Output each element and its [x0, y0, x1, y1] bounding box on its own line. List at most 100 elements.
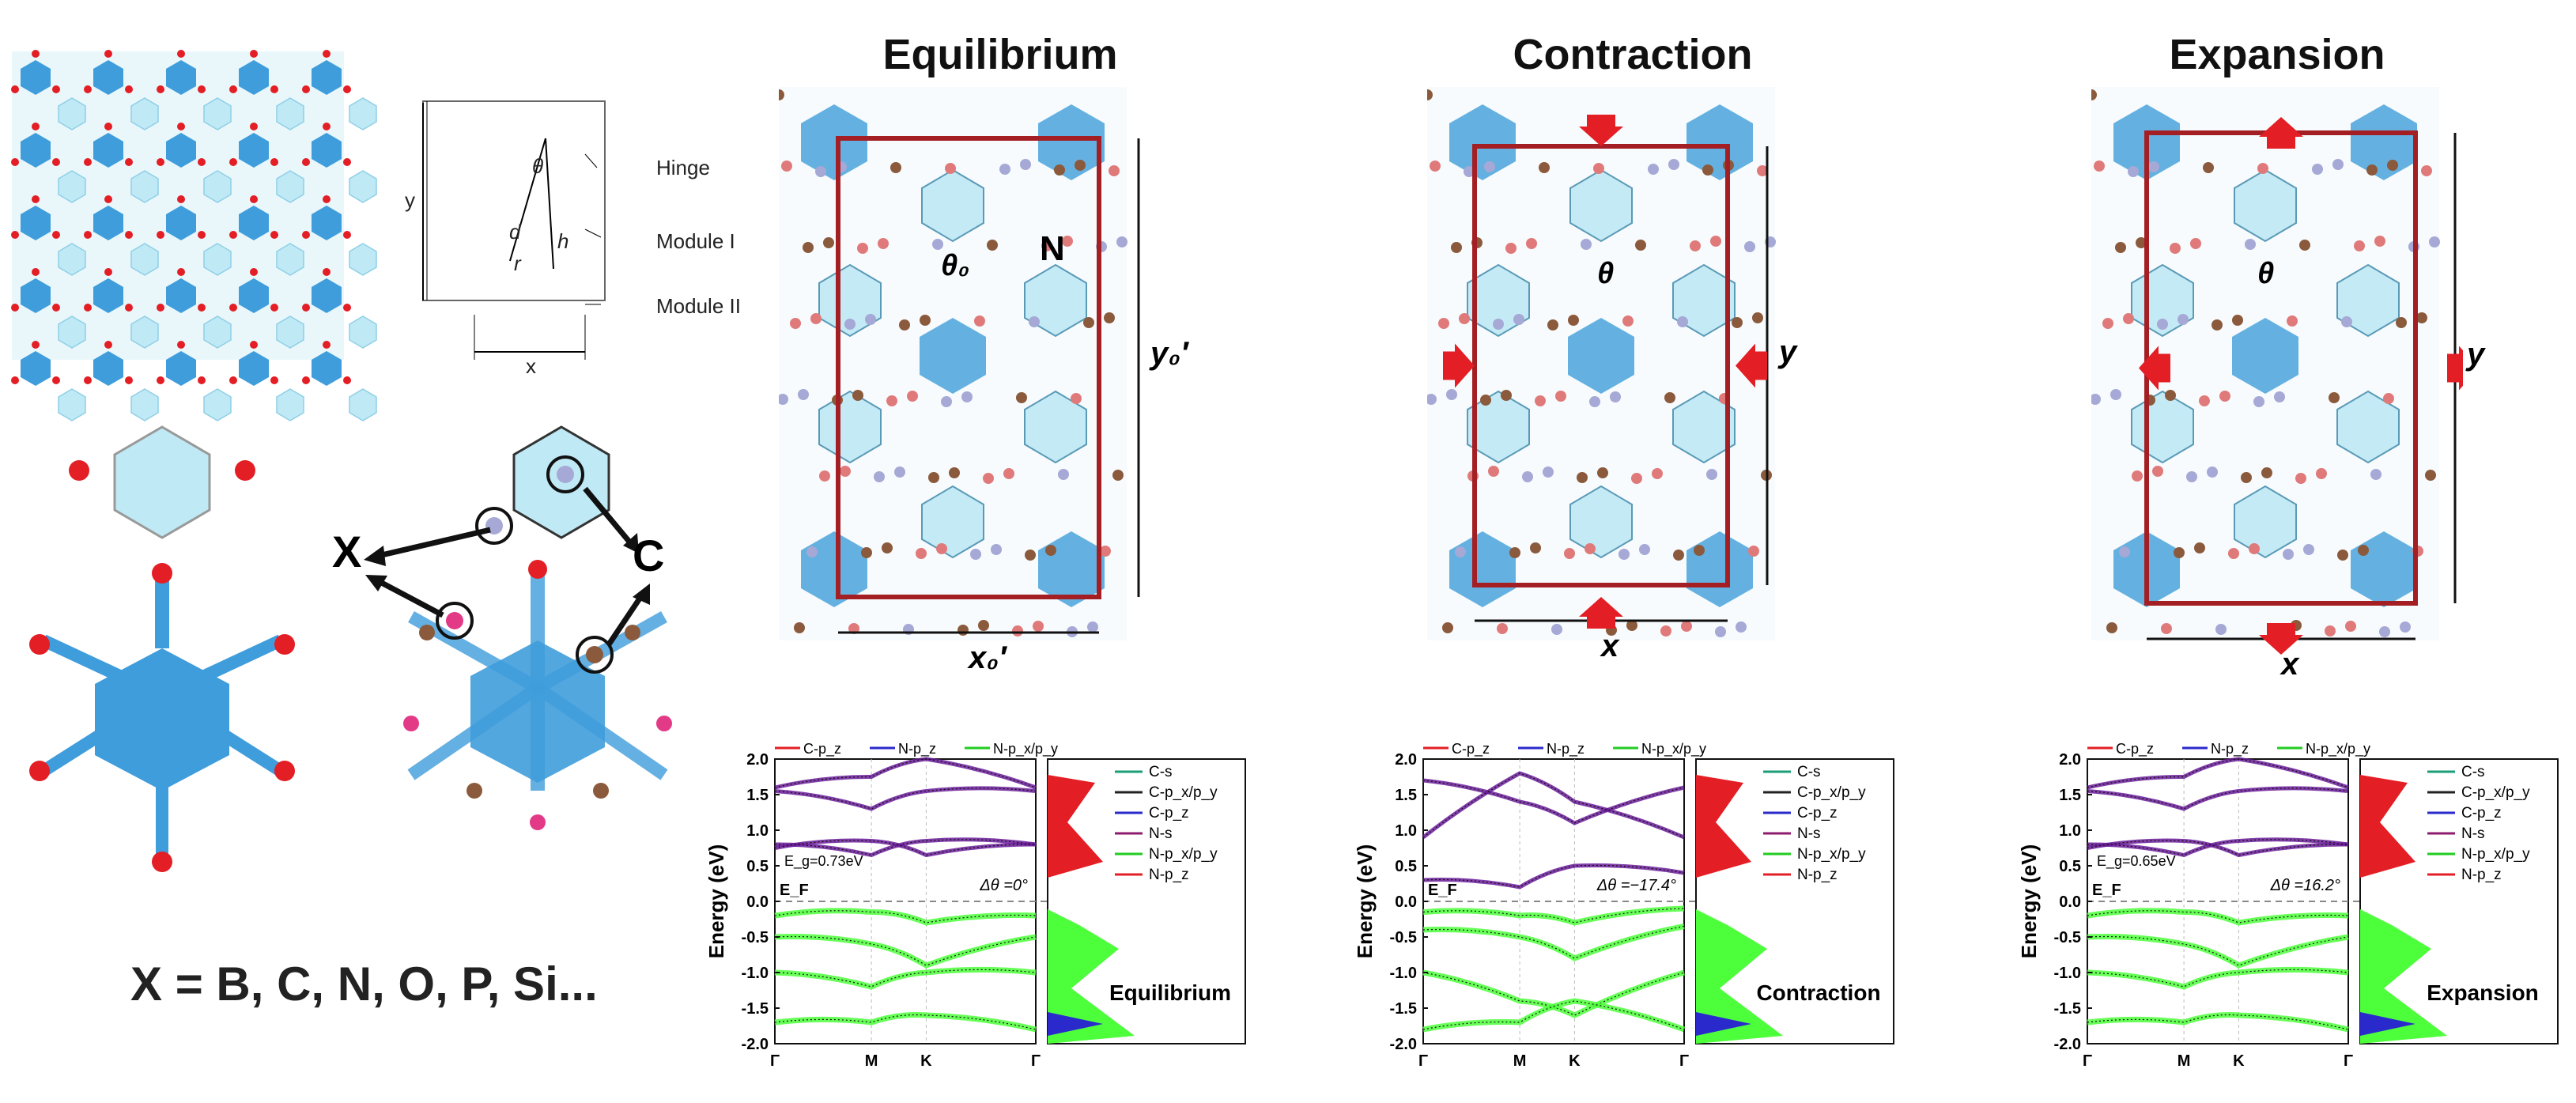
kpoint-label: K: [1569, 1052, 1581, 1070]
lattice-atom: [270, 304, 278, 312]
atom: [2136, 237, 2147, 248]
atom: [1597, 467, 1608, 478]
atom: [2161, 623, 2172, 634]
atom: [2194, 542, 2205, 553]
atom: [1568, 315, 1579, 326]
atom: [779, 394, 788, 405]
atom: [2199, 395, 2210, 406]
atom: [2421, 165, 2432, 176]
atom: [2091, 394, 2101, 405]
legend-label: N-p_z: [2211, 741, 2249, 757]
atom: [852, 390, 863, 401]
atom: [1003, 468, 1014, 479]
atom: [1539, 162, 1550, 173]
lattice-atom: [229, 85, 237, 93]
left-schematic: [11, 50, 672, 872]
band-ylabel: Energy (eV): [2017, 844, 2041, 959]
atom: [1585, 543, 1596, 554]
atom: [1112, 470, 1124, 481]
atom: [2152, 466, 2163, 477]
dos-legend-label: N-p_z: [1149, 867, 1189, 883]
lattice-atom: [302, 376, 310, 384]
atom: [1497, 623, 1508, 634]
atom: [983, 473, 994, 484]
atom: [2102, 318, 2113, 329]
atom: [1025, 550, 1036, 561]
lattice-atom: [104, 195, 112, 203]
atom: [961, 391, 973, 402]
h-dim-label: h: [557, 229, 569, 253]
atom: [2215, 624, 2227, 635]
y-tick-label: 0.0: [746, 893, 769, 911]
y-tick-label: 1.5: [746, 787, 769, 804]
atom: [1058, 469, 1069, 480]
gap-label: E_g=0.65eV: [2097, 853, 2176, 870]
lattice-atom: [229, 304, 237, 312]
module-i-hex: [1569, 168, 1633, 243]
lattice-atom: [302, 158, 310, 166]
module-ii-hex: [1568, 318, 1634, 394]
atom: [2245, 239, 2256, 250]
atom: [1083, 317, 1094, 328]
atom: [1610, 391, 1621, 402]
atom: [2425, 470, 2436, 481]
band-line-dft: [2087, 935, 2349, 966]
dos-legend-label: N-p_x/p_y: [2461, 846, 2530, 863]
atom: [2128, 166, 2139, 177]
y-tick-label: 2.0: [1395, 751, 1417, 769]
y-tick-label: -1.5: [1390, 1000, 1417, 1018]
band-line-dft: [774, 840, 1037, 856]
lattice-atom: [125, 231, 133, 239]
module-i-hex: [921, 485, 984, 559]
dos-legend-label: N-s: [1797, 825, 1821, 842]
dos-legend-label: C-p_z: [1797, 805, 1838, 822]
atom: [1075, 160, 1086, 171]
atom: [1455, 546, 1466, 557]
atom: [1513, 314, 1524, 325]
dos-legend-label: N-p_z: [2461, 867, 2502, 883]
lattice-atom: [84, 158, 92, 166]
lattice-atom: [84, 85, 92, 93]
lattice-atom: [177, 195, 185, 203]
lattice-atom: [177, 268, 185, 276]
lattice-atom: [11, 85, 19, 93]
y-tick-label: 0.0: [2059, 893, 2081, 911]
lattice-atom: [32, 341, 40, 349]
dos-legend-label: N-p_x/p_y: [1149, 846, 1218, 863]
theta-dim-label: θ: [532, 154, 544, 178]
dos-title: Contraction: [1756, 980, 1880, 1005]
band-line-dft: [774, 788, 1037, 810]
band-structure-plot: 2.01.51.00.50.0-0.5-1.0-1.5-2.0Γ M K ΓEnerg…: [704, 741, 1246, 1070]
atom: [794, 622, 805, 633]
atom: [1543, 467, 1554, 478]
atom: [2287, 315, 2298, 327]
x-axis-dim-label: x: [2281, 647, 2299, 682]
atom: [2190, 238, 2201, 249]
y-tick-label: 2.0: [2059, 751, 2081, 769]
y-tick-label: -1.0: [1390, 965, 1417, 982]
atom: [1100, 546, 1111, 557]
atom: [781, 161, 792, 172]
atom: [1668, 159, 1679, 170]
atom: [2261, 467, 2272, 478]
module-i-hex: [921, 168, 984, 243]
atom: [1464, 166, 1475, 177]
lattice-atom: [323, 50, 330, 58]
dtheta-label: Δθ =−17.4°: [1596, 877, 1676, 894]
kpoint-label: Γ: [1679, 1052, 1689, 1070]
kpoint-label: K: [2233, 1052, 2245, 1070]
atom: [2249, 543, 2260, 554]
module-i-hex: [1672, 390, 1736, 464]
atom: [1551, 624, 1562, 635]
dos-legend-label: C-s: [2461, 764, 2485, 780]
atom: [1054, 164, 1065, 176]
atom: [2207, 467, 2218, 478]
atom: [1104, 312, 1115, 323]
kpoint-label: M: [865, 1052, 878, 1070]
band-line: [1422, 924, 1685, 961]
atom: [974, 315, 985, 327]
dos-legend-label: C-p_x/p_y: [1797, 784, 1866, 801]
module-ii-hex: [2351, 104, 2417, 180]
atom: [2283, 549, 2294, 560]
atom: [2219, 391, 2230, 402]
